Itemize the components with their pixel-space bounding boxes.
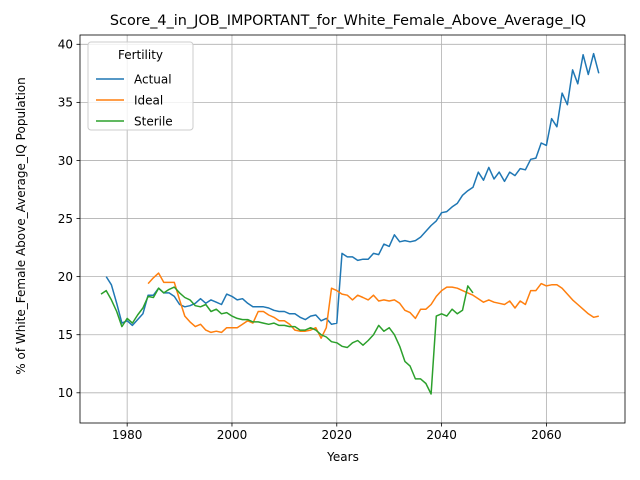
series-lines [100, 52, 600, 395]
x-axis-label: Years [326, 450, 359, 464]
y-tick-label: 30 [58, 154, 73, 168]
legend-box [87, 41, 194, 131]
legend-label-ideal: Ideal [134, 93, 163, 107]
plot-frame [79, 34, 626, 424]
y-tick-label: 40 [58, 38, 73, 52]
x-tick-label: 1980 [112, 428, 143, 442]
y-tick-label: 35 [58, 96, 73, 110]
x-tick-label: 2040 [426, 428, 457, 442]
y-tick-label: 20 [58, 270, 73, 284]
legend-label-sterile: Sterile [134, 114, 173, 128]
chart-title: Score_4_in_JOB_IMPORTANT_for_White_Femal… [110, 13, 586, 29]
y-tick-label: 15 [58, 328, 73, 342]
legend-label-actual: Actual [134, 72, 172, 86]
gridlines [80, 35, 625, 423]
y-tick-label: 25 [58, 212, 73, 226]
y-axis-ticks: 10 15 20 25 30 35 40 [58, 38, 80, 400]
y-tick-label: 10 [58, 386, 73, 400]
series-line-ideal [147, 272, 599, 339]
legend-title: Fertility [118, 48, 163, 62]
x-tick-label: 2020 [322, 428, 353, 442]
series-line-actual [105, 52, 600, 327]
x-tick-label: 2060 [531, 428, 562, 442]
x-axis-ticks: 1980 2000 2020 2040 2060 [112, 423, 562, 442]
y-axis-label: % of White_Female Above_Average_IQ Popul… [14, 77, 28, 374]
x-tick-label: 2000 [217, 428, 248, 442]
legend: Fertility Actual Ideal Sterile [87, 41, 194, 131]
series-line-sterile [100, 285, 474, 395]
